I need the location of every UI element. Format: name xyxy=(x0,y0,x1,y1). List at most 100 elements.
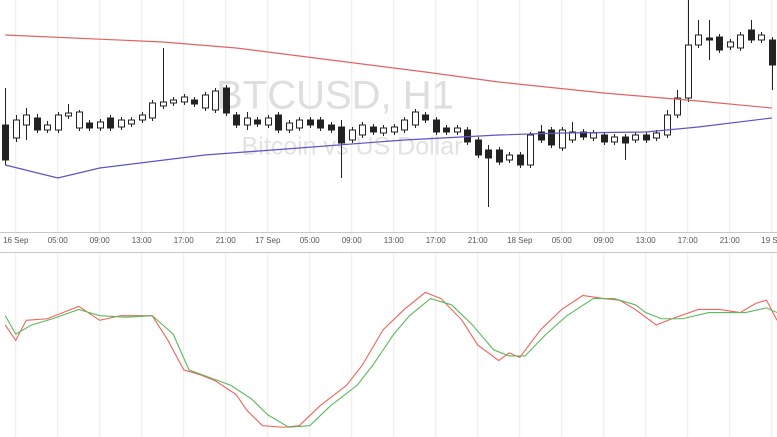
candle-body xyxy=(517,154,524,166)
candle-body xyxy=(538,131,545,141)
candle-body xyxy=(737,34,744,49)
candle-body xyxy=(254,119,261,125)
candle-body xyxy=(359,124,366,136)
x-tick-label: 17 Sep xyxy=(255,236,281,245)
x-tick-label: 17:00 xyxy=(678,236,699,245)
candle-body xyxy=(55,114,62,131)
x-tick-label: 09:00 xyxy=(342,236,363,245)
watermark-title: BTCUSD, H1 xyxy=(216,74,454,118)
x-tick-label: 09:00 xyxy=(594,236,615,245)
candle-body xyxy=(380,127,387,134)
candle-body xyxy=(601,134,608,143)
candle-body xyxy=(695,34,702,46)
candle-body xyxy=(139,114,146,121)
candle-body xyxy=(65,112,72,117)
candle-body xyxy=(748,29,755,41)
candle-body xyxy=(265,117,272,126)
candle-body xyxy=(212,90,219,111)
candle-body xyxy=(559,129,566,149)
candle-body xyxy=(128,119,135,125)
x-tick-label: 21:00 xyxy=(720,236,741,245)
candle-body xyxy=(422,114,429,121)
line-series xyxy=(5,117,772,179)
candle-body xyxy=(170,99,177,104)
candle-body xyxy=(202,94,209,109)
candle-body xyxy=(716,36,723,51)
candle-body xyxy=(149,102,156,119)
candle-body xyxy=(2,124,9,161)
candle-body xyxy=(349,129,356,141)
candle-body xyxy=(632,134,639,141)
x-tick-label: 05:00 xyxy=(48,236,69,245)
candle-body xyxy=(496,149,503,163)
candle-body xyxy=(769,39,776,66)
candle-body xyxy=(44,124,51,131)
candle-body xyxy=(548,129,555,146)
x-tick-label: 13:00 xyxy=(384,236,405,245)
candle-body xyxy=(328,124,335,131)
grid xyxy=(15,0,773,437)
candle-body xyxy=(443,127,450,133)
candle-body xyxy=(97,121,104,129)
candle-body xyxy=(580,131,587,138)
x-tick-label: 09:00 xyxy=(90,236,111,245)
candle-body xyxy=(76,111,83,129)
candle-body xyxy=(485,149,492,159)
line-series xyxy=(5,34,772,109)
candle-body xyxy=(275,114,282,131)
candle-body xyxy=(475,139,482,156)
candle-body xyxy=(433,119,440,133)
candle-body xyxy=(622,136,629,144)
candle-body xyxy=(611,136,618,143)
candle-body xyxy=(391,126,398,133)
x-tick-label: 21:00 xyxy=(468,236,489,245)
candle-body xyxy=(727,41,734,48)
x-tick-label: 18 Sep xyxy=(507,236,533,245)
candle-body xyxy=(118,119,125,128)
candle-body xyxy=(23,114,30,126)
x-tick-label: 16 Sep xyxy=(3,236,29,245)
x-tick-label: 13:00 xyxy=(132,236,153,245)
candle-body xyxy=(401,119,408,131)
candle-body xyxy=(233,114,240,126)
candle-body xyxy=(244,117,251,126)
candle-body xyxy=(506,154,513,161)
candle-body xyxy=(674,97,681,116)
candle-body xyxy=(527,134,534,166)
candle-body xyxy=(296,119,303,129)
line-series xyxy=(4,297,777,428)
candle-body xyxy=(590,132,597,139)
candle-body xyxy=(286,122,293,131)
x-tick-label: 05:00 xyxy=(300,236,321,245)
candle-body xyxy=(664,114,671,136)
candle-body xyxy=(191,99,198,105)
x-tick-label: 21:00 xyxy=(216,236,237,245)
x-tick-label: 19 Se xyxy=(761,236,777,245)
candle-body xyxy=(223,87,230,114)
candle-body xyxy=(107,117,114,129)
x-tick-label: 17:00 xyxy=(426,236,447,245)
marks xyxy=(2,0,777,428)
candle-body xyxy=(569,131,576,141)
candle-body xyxy=(317,119,324,129)
candle-body xyxy=(338,126,345,144)
candle-body xyxy=(370,126,377,133)
candle-body xyxy=(653,132,660,139)
candle-body xyxy=(13,119,20,139)
x-tick-label: 17:00 xyxy=(174,236,195,245)
candle-body xyxy=(643,134,650,141)
candle-body xyxy=(86,122,93,129)
candle-body xyxy=(181,96,188,103)
candle-body xyxy=(454,127,461,133)
candle-body xyxy=(758,34,765,41)
candle-body xyxy=(412,111,419,126)
x-tick-label: 05:00 xyxy=(552,236,573,245)
candle-body xyxy=(307,119,314,126)
x-tick-label: 13:00 xyxy=(636,236,657,245)
candle-body xyxy=(160,101,167,107)
candle-body xyxy=(685,44,692,99)
candle-body xyxy=(34,117,41,131)
candle-body xyxy=(706,37,713,41)
